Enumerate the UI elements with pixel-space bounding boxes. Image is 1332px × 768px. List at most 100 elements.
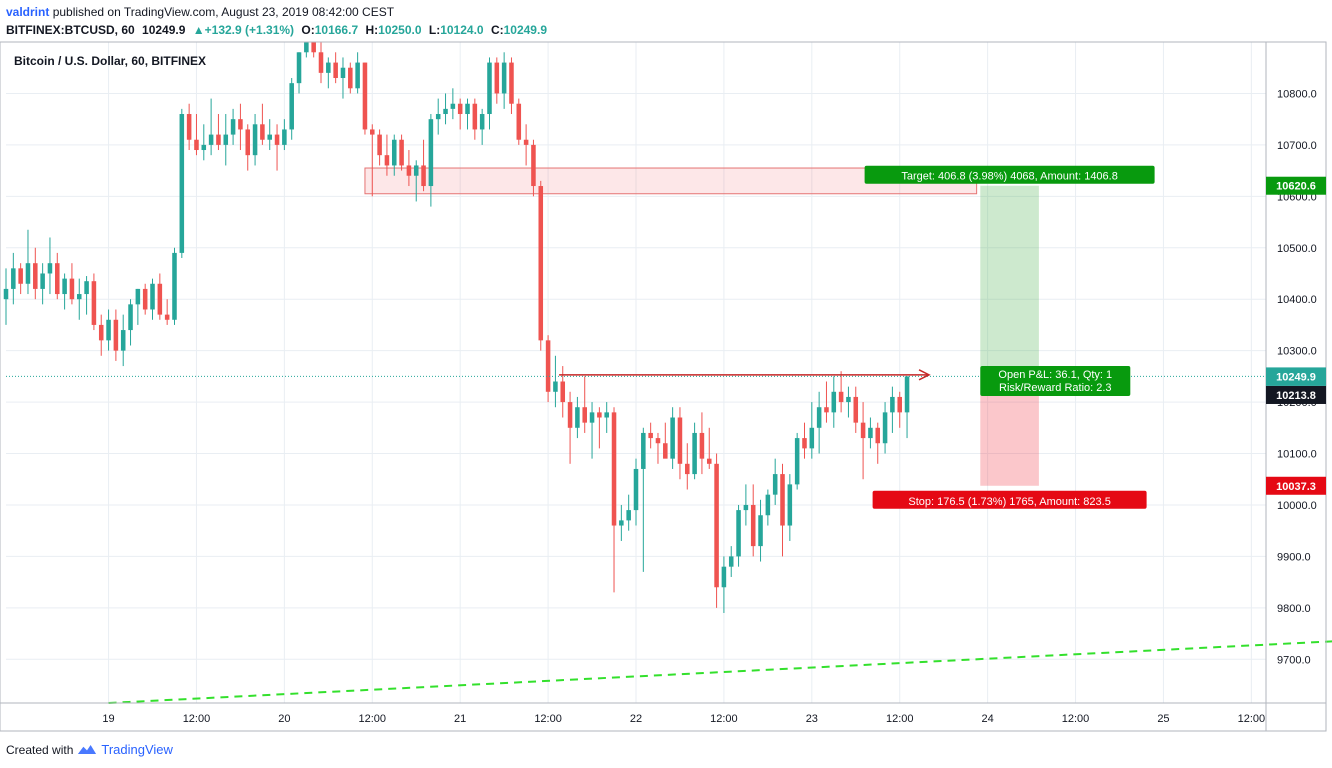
candle-body (743, 504, 749, 511)
labels-layer: Target: 406.8 (3.98%) 4068, Amount: 1406… (864, 165, 1326, 509)
candle-body (391, 139, 397, 166)
candle-body (216, 134, 221, 145)
candle-body (809, 427, 815, 449)
candle-body (699, 432, 705, 459)
candle-body (531, 144, 536, 187)
candle-body (443, 108, 448, 115)
candle-body (560, 381, 566, 403)
candle-body (311, 42, 316, 53)
candle-body (274, 134, 280, 145)
stop-price-tag-bg (1266, 476, 1326, 495)
tradingview-logo-icon (78, 744, 97, 755)
entry-price-tag: 10213.8 (1276, 390, 1316, 402)
candle-body (62, 278, 67, 295)
high-value: 10250.0 (378, 23, 422, 37)
x-tick-label: 23 (806, 713, 818, 725)
candle-body (750, 504, 756, 547)
candle-body (641, 432, 646, 469)
low-value: 10124.0 (440, 23, 484, 37)
tradingview-brand[interactable]: TradingView (101, 742, 173, 757)
price-change: ▲+132.9 (+1.31%) (192, 23, 295, 37)
grid-lines (6, 42, 1266, 703)
ray-arrowhead (918, 369, 931, 381)
x-tick-label: 21 (454, 713, 466, 725)
candle-body (252, 124, 258, 156)
candles-layer (3, 42, 910, 613)
candle-body (457, 103, 463, 115)
x-tick-label: 20 (278, 713, 290, 725)
candle-body (619, 520, 624, 526)
candle-body (25, 263, 31, 284)
candle-body (370, 129, 375, 135)
candle-body (890, 396, 895, 413)
candle-body (69, 278, 75, 300)
candle-body (340, 67, 346, 79)
candle-body (384, 155, 390, 166)
candle-body (113, 319, 119, 351)
stop-zone (980, 394, 1039, 486)
position-tool-layer[interactable] (980, 185, 1039, 486)
candle-body (787, 484, 793, 526)
candle-body (318, 52, 324, 73)
candle-body (728, 556, 734, 567)
candle-body (846, 396, 851, 403)
chart-title: Bitcoin / U.S. Dollar, 60, BITFINEX (14, 54, 206, 68)
target-price-tag: 10620.6 (1276, 181, 1316, 193)
candle-body (897, 396, 902, 413)
x-tick-label: 12:00 (183, 713, 211, 725)
candle-body (706, 458, 712, 464)
candle-body (135, 288, 141, 305)
candle-body (721, 566, 727, 588)
pnl-box-bg (980, 365, 1131, 396)
candle-body (765, 494, 771, 516)
candle-body (794, 438, 800, 485)
x-tick-label: 22 (630, 713, 642, 725)
candle-body (435, 114, 441, 120)
candle-body (377, 134, 382, 156)
candle-body (413, 165, 419, 176)
risk-reward-label: Risk/Reward Ratio: 2.3 (999, 382, 1112, 394)
candle-body (582, 407, 587, 423)
candle-body (289, 83, 294, 130)
candle-body (296, 52, 302, 84)
candle-body (479, 114, 485, 130)
candle-body (128, 304, 133, 331)
candle-body (355, 62, 360, 89)
y-tick-label: 10000.0 (1277, 500, 1317, 512)
candle-body (157, 283, 163, 315)
target-price-tag-bg (1266, 176, 1326, 195)
candle-body (575, 407, 580, 428)
candle-body (333, 62, 338, 79)
close-value: 10249.9 (503, 23, 547, 37)
candle-body (882, 412, 888, 444)
candle-body (589, 412, 595, 423)
candle-body (399, 139, 404, 166)
resistance-zone (364, 167, 978, 195)
x-tick-label: 24 (982, 713, 994, 725)
candle-body (164, 314, 170, 320)
symbol-text: BITFINEX:BTCUSD, 60 (6, 23, 135, 37)
candle-body (47, 263, 53, 274)
candle-body (758, 515, 763, 547)
candle-body (421, 165, 426, 187)
candle-body (853, 396, 859, 423)
y-tick-label: 10800.0 (1277, 88, 1317, 100)
candle-body (18, 268, 23, 284)
candle-body (208, 134, 214, 145)
y-tick-label: 10500.0 (1277, 243, 1317, 255)
target-zone (980, 185, 1039, 395)
candle-body (597, 412, 602, 418)
candle-body (172, 252, 177, 320)
candle-body (142, 288, 148, 310)
candle-body (655, 438, 661, 444)
support-trendline (108, 640, 1332, 704)
candle-body (55, 263, 60, 295)
candle-body (831, 391, 837, 413)
last-price-tag: 10249.9 (1276, 371, 1316, 383)
entry-price-tag-bg (1266, 385, 1326, 404)
candle-body (91, 281, 97, 325)
target-label: Target: 406.8 (3.98%) 4068, Amount: 1406… (901, 171, 1117, 183)
candle-body (604, 412, 609, 418)
author-link[interactable]: valdrint (6, 5, 50, 19)
